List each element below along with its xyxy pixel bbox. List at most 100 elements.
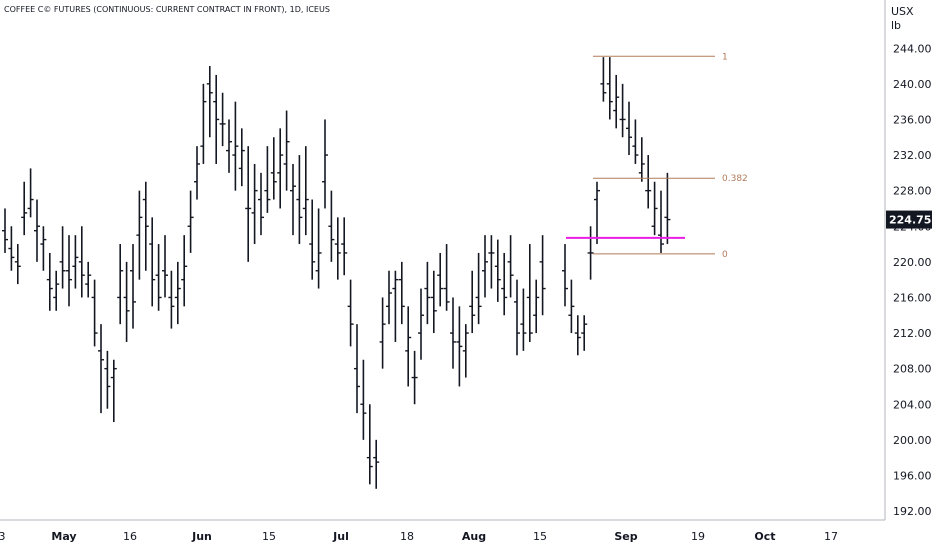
ohlc-bar[interactable] [168,270,175,329]
ohlc-bar[interactable] [651,181,658,236]
ohlc-bar[interactable] [270,137,277,200]
ohlc-bar[interactable] [334,217,341,280]
ohlc-bar[interactable] [136,190,143,280]
ohlc-bar[interactable] [91,279,98,347]
ohlc-bar[interactable] [664,172,671,245]
ohlc-bar[interactable] [347,279,354,347]
ohlc-bar[interactable] [619,83,626,138]
ohlc-bar[interactable] [187,190,194,253]
time-axis[interactable]: 3 May 16 Jun 15 Jul 18 Aug 15 Sep 19 Oct 17 [0,530,838,543]
ohlc-bar[interactable] [142,181,149,271]
ohlc-bar[interactable] [632,119,639,164]
ohlc-bar[interactable] [53,270,60,311]
ohlc-bar[interactable] [613,74,620,129]
ohlc-bar[interactable] [251,163,258,245]
ohlc-bar[interactable] [322,119,328,209]
ohlc-bar[interactable] [78,226,85,298]
ohlc-bar[interactable] [238,128,245,187]
ohlc-bar[interactable] [181,235,188,307]
ohlc-bar[interactable] [219,92,226,147]
ohlc-bar[interactable] [130,244,136,329]
ohlc-bar[interactable] [526,244,533,342]
price-axis[interactable]: 244.00240.00236.00232.00228.00224.00220.… [893,42,932,518]
ohlc-bar[interactable] [226,119,232,173]
ohlc-bar[interactable] [520,288,527,351]
ohlc-bar[interactable] [98,324,104,414]
ohlc-bar[interactable] [155,244,162,311]
ohlc-bar[interactable] [587,226,594,280]
ohlc-bar[interactable] [379,297,386,369]
ohlc-bar[interactable] [290,163,296,236]
ohlc-bar[interactable] [501,252,508,316]
ohlc-bar[interactable] [562,244,568,307]
ohlc-bar[interactable] [104,350,111,409]
ohlc-bar[interactable] [258,172,264,236]
ohlc-bar[interactable] [600,57,607,102]
ohlc-bar[interactable] [411,350,418,405]
ohlc-bar[interactable] [2,208,8,253]
toolbar-icon-area[interactable] [876,535,888,547]
ohlc-bar[interactable] [34,199,40,262]
ohlc-bar[interactable] [450,297,456,369]
ohlc-bar[interactable] [462,324,469,378]
ohlc-bar[interactable] [606,57,613,120]
ohlc-bar[interactable] [354,324,360,414]
ohlc-bar[interactable] [59,226,66,289]
ohlc-bar[interactable] [581,315,588,351]
ohlc-bar[interactable] [162,235,168,298]
ohlc-bar[interactable] [309,199,316,280]
ohlc-bar[interactable] [574,315,581,356]
ohlc-bar[interactable] [8,226,15,271]
plot-area[interactable]: 1 0.382 0 [2,52,748,489]
ohlc-bar[interactable] [392,270,399,342]
ohlc-bar[interactable] [533,279,540,334]
ohlc-bar[interactable] [488,235,495,289]
ohlc-bar[interactable] [72,235,79,289]
ohlc-bar[interactable] [514,279,520,356]
ohlc-bar[interactable] [539,235,546,316]
ohlc-bar[interactable] [594,181,600,245]
ohlc-bar[interactable] [85,261,92,298]
ohlc-bar[interactable] [568,279,575,334]
ohlc-bar[interactable] [373,439,380,489]
ohlc-bar[interactable] [366,404,373,485]
ohlc-bar[interactable] [328,190,335,262]
ohlc-bar[interactable] [200,83,207,164]
ohlc-bar[interactable] [386,270,392,325]
ohlc-bar[interactable] [360,359,367,440]
ohlc-bar[interactable] [296,155,303,245]
ohlc-bar[interactable] [494,239,501,302]
ohlc-bar[interactable] [206,66,213,138]
ohlc-bar[interactable] [398,261,405,325]
ohlc-bar[interactable] [123,261,130,342]
ohlc-bar[interactable] [443,244,450,311]
ohlc-bar[interactable] [507,235,514,298]
ohlc-bar[interactable] [658,190,664,253]
ohlc-bar[interactable] [482,235,488,298]
ohlc-bar[interactable] [110,359,117,423]
ohlc-bar[interactable] [174,261,181,325]
ohlc-bar[interactable] [213,74,220,164]
ohlc-bar[interactable] [437,252,444,307]
ohlc-bar[interactable] [645,155,652,209]
ohlc-bar[interactable] [341,217,348,276]
ohlc-bar[interactable] [430,270,437,334]
ohlc-bar[interactable] [456,306,463,387]
ohlc-bar[interactable] [232,101,239,191]
ohlc-bar[interactable] [469,270,476,334]
ohlc-bar[interactable] [405,306,412,387]
ohlc-bar[interactable] [277,128,284,209]
ohlc-bar[interactable] [149,217,156,307]
ohlc-bar[interactable] [117,244,124,325]
ohlc-bar[interactable] [315,208,322,289]
ohlc-bar[interactable] [424,261,431,325]
ohlc-bar[interactable] [418,288,424,360]
ohlc-bar[interactable] [66,235,72,307]
ohlc-bar[interactable] [46,252,53,311]
ohlc-bar[interactable] [194,146,200,200]
ohlc-bar[interactable] [40,226,47,271]
ohlc-bar[interactable] [626,101,632,156]
ohlc-bar[interactable] [302,146,309,236]
ohlc-bar[interactable] [27,168,34,218]
